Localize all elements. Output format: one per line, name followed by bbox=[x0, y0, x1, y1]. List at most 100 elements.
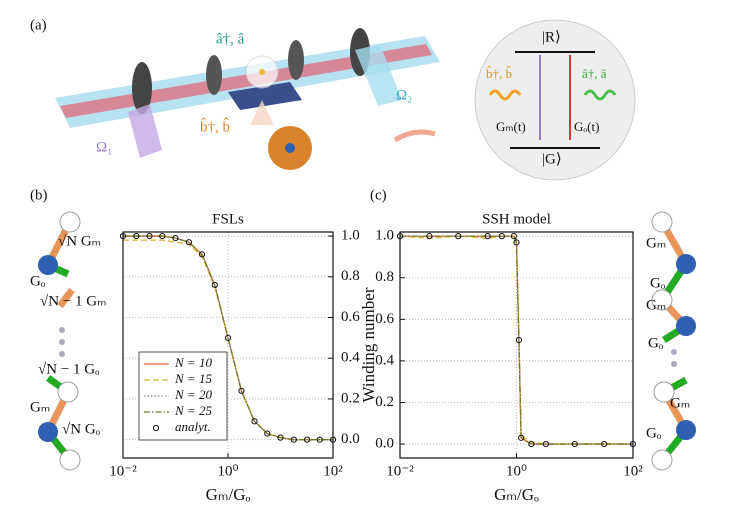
chain-label: Gₘ bbox=[646, 297, 666, 313]
chain-label: √N − 1 Gₒ bbox=[38, 361, 100, 377]
site bbox=[38, 422, 58, 442]
data-point bbox=[571, 440, 578, 448]
y-tick-label: 0.0 bbox=[375, 436, 394, 452]
dot bbox=[671, 361, 677, 367]
data-point bbox=[510, 233, 517, 240]
data-point bbox=[159, 232, 166, 240]
data-point bbox=[498, 233, 505, 240]
data-point bbox=[528, 440, 535, 448]
site bbox=[676, 254, 696, 274]
data-point bbox=[518, 434, 525, 441]
label: |G⟩ bbox=[542, 151, 562, 167]
x-axis-label: Gₘ/Gₒ bbox=[494, 485, 539, 504]
chain-label: Gₒ bbox=[30, 273, 46, 289]
legend-label: analyt. bbox=[175, 419, 211, 434]
data-point bbox=[303, 436, 311, 443]
dot bbox=[59, 351, 65, 357]
data-point bbox=[251, 418, 258, 425]
chart-title: FSLs bbox=[212, 211, 244, 227]
chain-label: √N Gₒ bbox=[62, 421, 101, 437]
data-point bbox=[484, 233, 491, 240]
laser-beam bbox=[60, 44, 432, 118]
chart: 0.0 0.2 0.4 0.6 0.8 1.0 10⁻² 10⁰ 10² FSLs Gₘ/Gₒ N =… bbox=[109, 211, 360, 503]
x-tick-label: 10⁰ bbox=[506, 463, 527, 479]
y-tick-label: 0.2 bbox=[341, 390, 360, 406]
legend-label: N = 15 bbox=[174, 371, 212, 386]
data-point bbox=[277, 434, 284, 441]
chart-title: SSH model bbox=[482, 211, 551, 227]
x-tick-label: 10² bbox=[323, 463, 343, 479]
data-point bbox=[172, 235, 179, 242]
chain-left: √N Gₘ Gₒ √N − 1 Gₘ √N − 1 Gₒ Gₘ √N Gₒ bbox=[30, 211, 106, 471]
inset bbox=[474, 19, 636, 181]
data-point bbox=[513, 239, 520, 246]
y-tick-label: 0.0 bbox=[341, 431, 360, 447]
mirror bbox=[288, 40, 304, 80]
site bbox=[676, 316, 696, 336]
label: b̂†, b̂ bbox=[486, 66, 512, 81]
dot bbox=[59, 339, 65, 345]
chain-label: Gₒ bbox=[650, 275, 666, 291]
label: b̂†, b̂ bbox=[200, 118, 230, 136]
label: |R⟩ bbox=[542, 29, 561, 45]
chart: 0.0 0.2 0.4 0.6 0.8 1.0 10⁻² 10⁰ 10² SSH model Gₘ/… bbox=[359, 211, 643, 503]
site bbox=[57, 381, 79, 403]
site bbox=[59, 211, 81, 233]
legend-label: N = 20 bbox=[174, 387, 212, 402]
x-tick-label: 10⁰ bbox=[217, 463, 238, 479]
mirror bbox=[206, 55, 222, 95]
arrow bbox=[393, 129, 436, 143]
data-point bbox=[455, 233, 462, 240]
label: Ω₁ bbox=[96, 139, 112, 155]
chain-right: Gₘ Gₒ Gₘ Gₒ Gₘ Gₒ bbox=[646, 211, 696, 471]
data-point bbox=[198, 251, 206, 258]
y-tick-label: 1.0 bbox=[375, 228, 394, 244]
data-point bbox=[211, 281, 218, 289]
legend-swatch bbox=[152, 424, 160, 432]
label: Gₒ(t) bbox=[574, 119, 599, 134]
y-tick-label: 0.6 bbox=[341, 309, 360, 325]
chain-label: Gₘ bbox=[30, 399, 50, 415]
series-line bbox=[123, 235, 333, 441]
chip bbox=[228, 82, 302, 110]
y-axis-label: Winding number bbox=[359, 287, 378, 402]
site bbox=[38, 255, 58, 275]
site bbox=[59, 449, 81, 471]
site bbox=[653, 381, 675, 403]
cone bbox=[250, 100, 274, 125]
y-tick-label: 0.8 bbox=[341, 268, 360, 284]
x-axis-label: Gₘ/Gₒ bbox=[206, 485, 251, 504]
data-point bbox=[290, 436, 298, 443]
chain-label: Gₒ bbox=[648, 335, 664, 351]
data-point bbox=[133, 232, 140, 240]
panel-label: (c) bbox=[370, 187, 387, 203]
chain-label: Gₒ bbox=[646, 425, 662, 441]
data-point bbox=[601, 440, 608, 448]
chain-label: Gₘ bbox=[646, 235, 666, 251]
y-tick-label: 0.8 bbox=[375, 269, 394, 285]
data-point bbox=[224, 334, 232, 341]
x-tick-label: 10² bbox=[623, 463, 643, 479]
legend-label: N = 10 bbox=[174, 355, 212, 370]
photon bbox=[583, 89, 617, 101]
dot bbox=[59, 327, 65, 333]
data-point bbox=[264, 430, 271, 437]
chain-label: Gₘ bbox=[670, 395, 690, 411]
x-tick-label: 10⁻² bbox=[386, 463, 414, 479]
y-tick-label: 0.6 bbox=[375, 311, 394, 327]
beam-omega1 bbox=[128, 104, 162, 158]
label: Ω₂ bbox=[396, 87, 412, 103]
label: â†, â bbox=[216, 31, 245, 47]
data-point bbox=[316, 436, 323, 443]
illustration: (a) â†, â b̂†, b̂ Ω₁ Ω₂ |R⟩ |G⟩ b̂†, b̂ … bbox=[30, 17, 636, 181]
y-tick-label: 0.4 bbox=[341, 350, 360, 366]
panel-label: (b) bbox=[30, 187, 48, 203]
series-line bbox=[400, 235, 633, 445]
plot-frame bbox=[399, 231, 634, 459]
site bbox=[651, 449, 673, 471]
x-tick-label: 10⁻² bbox=[109, 463, 137, 479]
mirror bbox=[132, 62, 152, 114]
panel-label: (a) bbox=[30, 17, 47, 33]
site bbox=[651, 289, 673, 311]
